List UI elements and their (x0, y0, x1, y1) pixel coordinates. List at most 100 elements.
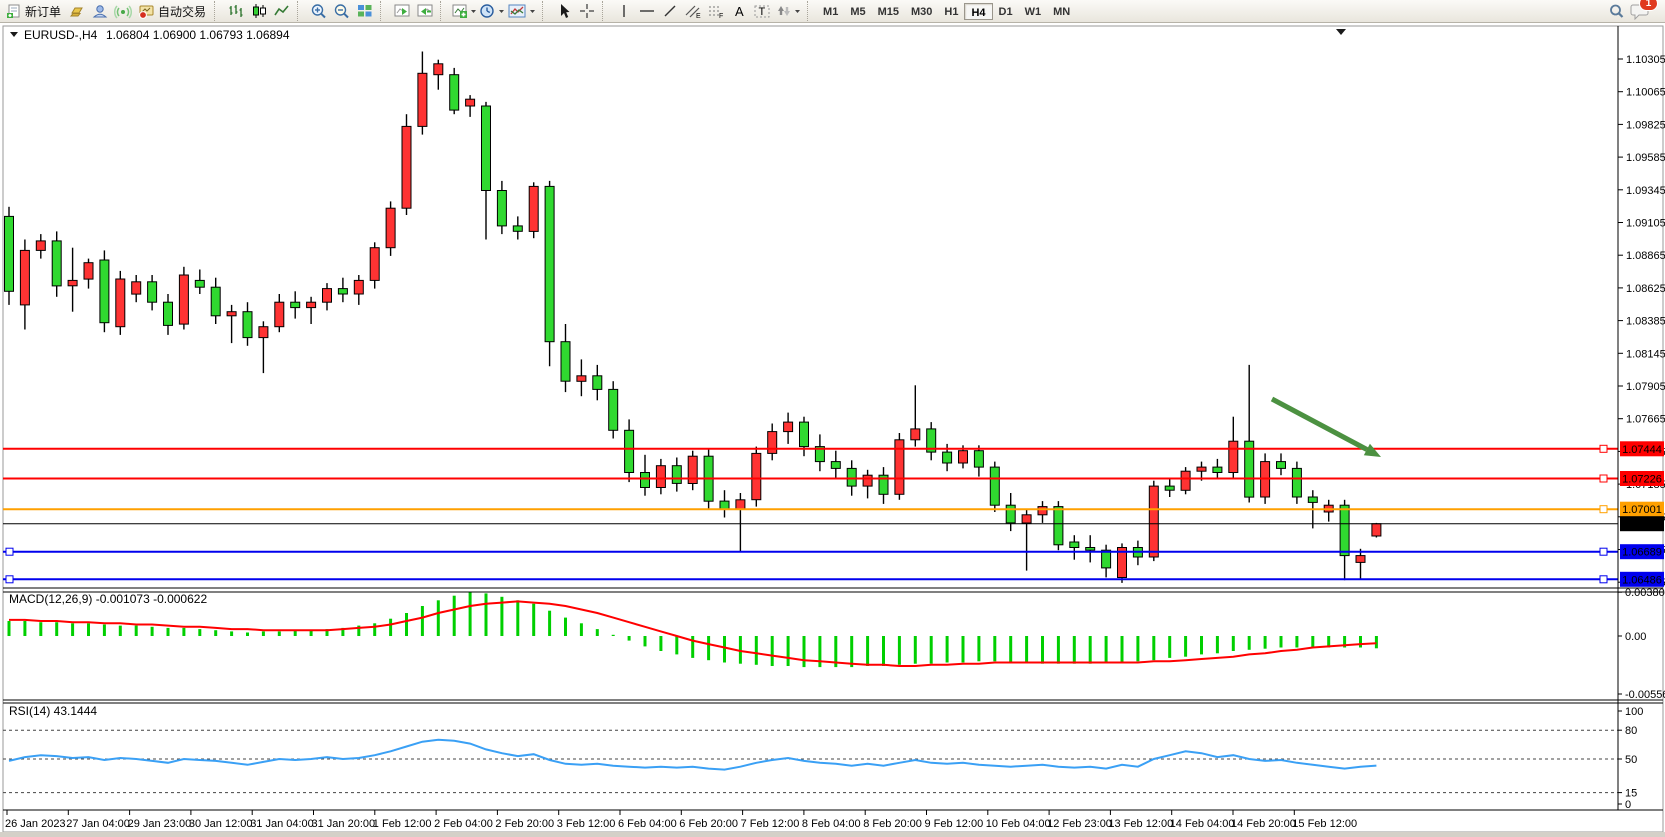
time-label: 15 Feb 12:00 (1292, 818, 1357, 830)
autotrading-button[interactable]: 自动交易 (134, 1, 210, 22)
candlestick-button[interactable] (247, 1, 270, 22)
time-label: 1 Feb 12:00 (373, 818, 432, 830)
time-label: 13 Feb 12:00 (1108, 818, 1173, 830)
community-icon (91, 3, 109, 19)
gold-button[interactable] (65, 1, 88, 22)
line-chart-button[interactable] (270, 1, 293, 22)
zoom-out-button[interactable] (330, 1, 353, 22)
level-lines[interactable] (3, 444, 1618, 584)
templates-dropdown[interactable] (506, 1, 538, 22)
new-chart-dropdown[interactable] (450, 1, 478, 22)
chart-area[interactable]: 1.10305 1.10065 1.09825 1.09585 1.09345 1.091… (0, 23, 1665, 837)
horizontal-line-button[interactable] (635, 1, 658, 22)
new-chart-icon (451, 3, 477, 19)
chart-ohlc-values: 1.06804 1.06900 1.06793 1.06894 (106, 28, 290, 42)
text-button[interactable]: A (727, 1, 750, 22)
timeframe-h1[interactable]: H1 (944, 5, 959, 18)
candle (958, 450, 968, 464)
svg-text:1.07226: 1.07226 (1622, 474, 1662, 486)
symbol-dropdown-icon[interactable] (10, 32, 18, 37)
time-label: 30 Jan 12:00 (189, 818, 253, 830)
candle (719, 500, 730, 510)
time-label: 10 Feb 04:00 (986, 818, 1051, 830)
timeframe-m5[interactable]: M5 (850, 5, 866, 18)
gold-icon (68, 3, 86, 19)
level-price-badge (1620, 501, 1664, 517)
community-button[interactable] (88, 1, 111, 22)
candle (528, 185, 539, 232)
toolbar-separator (380, 1, 387, 21)
svg-text:50: 50 (1625, 754, 1637, 766)
price-axis[interactable]: 1.10305 1.10065 1.09825 1.09585 1.09345 1.091… (1618, 54, 1665, 811)
new-order-button[interactable]: 新订单 (2, 1, 65, 22)
time-label: 31 Jan 04:00 (250, 818, 314, 830)
macd-pane (7, 592, 1378, 668)
svg-text:1.09825: 1.09825 (1626, 119, 1665, 131)
search-button[interactable] (1605, 1, 1628, 22)
fibonacci-button[interactable]: F (704, 1, 727, 22)
candle (1355, 555, 1366, 563)
timeframe-h4[interactable]: H4 (964, 2, 993, 20)
pane-dividers[interactable] (3, 26, 1663, 811)
chart-back-button[interactable] (413, 1, 436, 22)
candle (735, 499, 746, 510)
candle (401, 125, 412, 209)
timeframe-m15[interactable]: M15 (877, 5, 899, 18)
candle (767, 431, 778, 454)
timeframe-w1[interactable]: W1 (1024, 5, 1042, 18)
time-label: 6 Feb 20:00 (679, 818, 738, 830)
bar-chart-button[interactable] (224, 1, 247, 22)
svg-text:1.08625: 1.08625 (1626, 283, 1665, 295)
timeframe-m30[interactable]: M30 (911, 5, 933, 18)
chart-symbol-title: EURUSD-,H4 (24, 28, 98, 42)
label-button[interactable]: T (750, 1, 773, 22)
macd-label: MACD(12,26,9) -0.001073 -0.000622 (9, 592, 207, 606)
zoom-in-button[interactable] (307, 1, 330, 22)
timeframe-mn[interactable]: MN (1053, 5, 1071, 18)
signals-icon (113, 3, 132, 19)
trendline-button[interactable] (658, 1, 681, 22)
candle (512, 225, 523, 232)
signals-button[interactable] (111, 1, 134, 22)
chart-frame (2, 25, 1664, 833)
svg-text:E: E (696, 13, 701, 19)
chart-dropdown-marker[interactable] (1336, 29, 1346, 35)
candle (306, 301, 317, 309)
candle (290, 301, 301, 309)
time-label: 29 Jan 23:00 (128, 818, 192, 830)
candle (369, 247, 380, 281)
time-label: 31 Jan 20:00 (312, 818, 376, 830)
candle (544, 185, 555, 343)
candle (1101, 549, 1112, 569)
arrow-annotation[interactable] (1270, 396, 1381, 457)
chart-forward-button[interactable] (390, 1, 413, 22)
candle (1276, 461, 1286, 469)
candle (449, 74, 460, 111)
svg-text:1.07444: 1.07444 (1622, 444, 1662, 456)
svg-text:1.06894: 1.06894 (1622, 519, 1662, 531)
candle (1085, 547, 1096, 551)
toolbar-separator (214, 1, 221, 21)
candle (846, 467, 857, 487)
cursor-button[interactable] (552, 1, 575, 22)
svg-text:1.06486: 1.06486 (1622, 574, 1662, 586)
toolbar-separator (440, 1, 447, 21)
timeframe-d1[interactable]: D1 (998, 5, 1013, 18)
candle (1021, 514, 1032, 524)
trend-arrow[interactable] (1270, 396, 1369, 452)
timeframe-m1[interactable]: M1 (823, 5, 839, 18)
crosshair-button[interactable] (575, 1, 598, 22)
tile-windows-button[interactable] (353, 1, 376, 22)
time-label: 8 Feb 20:00 (863, 818, 922, 830)
macd-signal-line (9, 600, 1377, 667)
time-label: 8 Feb 04:00 (802, 818, 861, 830)
toolbar-separator (602, 1, 609, 21)
channel-button[interactable]: E (681, 1, 704, 22)
periods-dropdown[interactable] (478, 1, 506, 22)
rsi-label: RSI(14) 43.1444 (9, 704, 97, 718)
notifications-button[interactable]: 1 (1628, 0, 1657, 22)
svg-text:F: F (719, 13, 723, 19)
arrows-dropdown[interactable] (773, 1, 803, 22)
vertical-line-button[interactable] (612, 1, 635, 22)
